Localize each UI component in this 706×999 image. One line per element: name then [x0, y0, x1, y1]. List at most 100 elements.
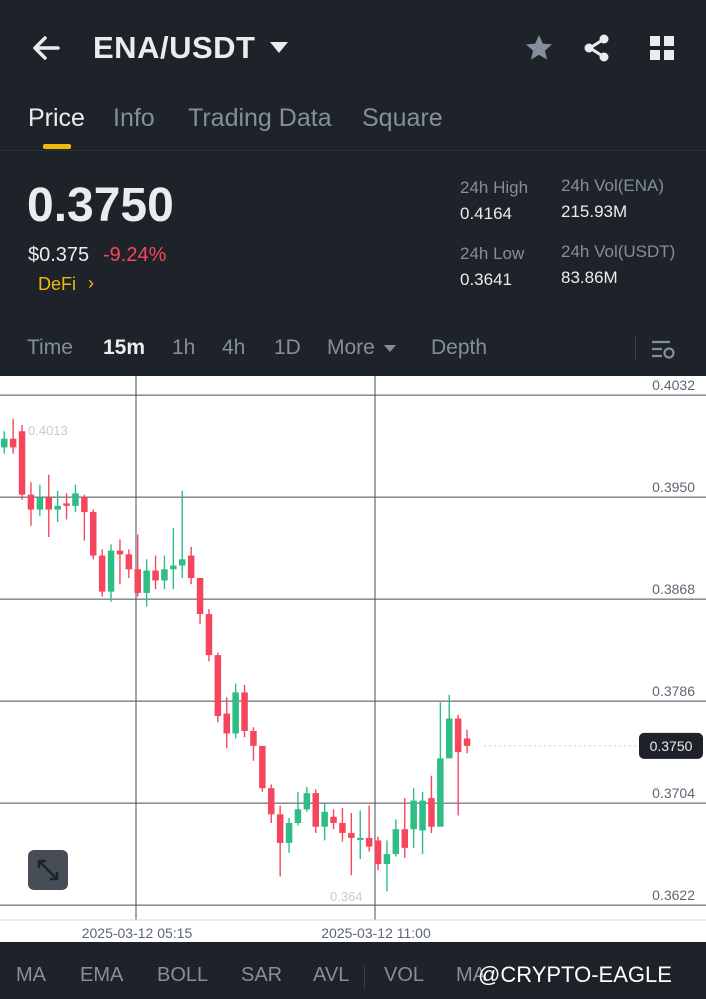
chart-settings-icon[interactable] [650, 336, 676, 362]
indicator-vol[interactable]: VOL [384, 964, 425, 986]
interval-15m[interactable]: 15m [103, 336, 146, 359]
current-price-label: 0.3750 [650, 738, 693, 754]
candle-body [72, 493, 79, 506]
candle-body [81, 497, 88, 513]
candle [250, 727, 257, 761]
candle-body [285, 822, 293, 843]
candle-body [392, 829, 400, 855]
interval-time[interactable]: Time [27, 336, 73, 359]
candle-body [365, 837, 373, 847]
tab-trading-data[interactable]: Trading Data [188, 104, 332, 132]
indicator-avl[interactable]: AVL [313, 964, 350, 986]
candle-body [321, 811, 328, 827]
candle-body [27, 494, 35, 510]
indicator-sar[interactable]: SAR [241, 964, 283, 986]
candle-body [214, 655, 222, 717]
indicator-bar: MA EMA BOLL SAR AVL VOL MA @CRYPTO-EAGLE [0, 942, 706, 999]
candle [36, 484, 44, 516]
back-arrow-icon[interactable] [28, 30, 64, 66]
candle-body [232, 692, 239, 734]
candle [241, 684, 248, 738]
price-tick-label: 0.4032 [652, 377, 695, 393]
candle [98, 549, 106, 597]
watermark: @CRYPTO-EAGLE [478, 962, 672, 987]
candle-body [276, 814, 284, 843]
candle [374, 836, 382, 871]
indicator-macd[interactable]: MA [456, 964, 486, 986]
pair-title[interactable]: ENA/USDT [93, 30, 256, 65]
share-icon[interactable] [581, 32, 613, 64]
candle-body [152, 570, 159, 581]
candle-body [357, 837, 364, 840]
candle [321, 803, 328, 841]
indicator-ema[interactable]: EMA [80, 964, 124, 986]
candle [1, 431, 8, 454]
tab-info[interactable]: Info [113, 104, 155, 132]
tab-bar: Price Info Trading Data Square [0, 100, 706, 150]
tab-square[interactable]: Square [362, 104, 443, 132]
fullscreen-button[interactable] [28, 850, 68, 890]
star-icon[interactable] [523, 32, 555, 64]
candle-body [463, 738, 471, 746]
chevron-down-icon[interactable] [270, 42, 288, 53]
candle [259, 745, 266, 792]
candle [152, 555, 159, 590]
interval-depth[interactable]: Depth [431, 336, 488, 359]
candlestick-chart[interactable]: 0.4032 0.3950 0.3868 0.3786 0.3704 0.3622 0.4… [0, 376, 706, 942]
candle-body [125, 554, 133, 570]
candle [463, 729, 471, 754]
candle [383, 840, 391, 892]
vol-quote-label: 24h Vol(USDT) [561, 242, 676, 261]
tab-price[interactable]: Price [28, 104, 85, 132]
low-label: 24h Low [460, 244, 525, 263]
candle-body [348, 832, 355, 838]
chart-canvas[interactable]: 0.4032 0.3950 0.3868 0.3786 0.3704 0.3622 0.4… [0, 376, 706, 942]
candle-body [330, 816, 337, 823]
interval-4h[interactable]: 4h [222, 336, 246, 359]
indicator-ma[interactable]: MA [16, 964, 46, 986]
candle [214, 652, 222, 723]
interval-1d[interactable]: 1D [274, 336, 301, 359]
candle [125, 549, 133, 578]
candle [9, 418, 17, 454]
candle-body [36, 497, 44, 510]
indicator-boll[interactable]: BOLL [157, 964, 209, 986]
candle [54, 490, 61, 523]
candle [428, 775, 435, 833]
divider [0, 150, 706, 151]
candle-body [259, 745, 266, 789]
price-change-percent: -9.24% [103, 244, 167, 266]
candle-body [116, 550, 124, 555]
candle [27, 482, 35, 526]
candle [223, 697, 230, 749]
top-bar: ENA/USDT [0, 0, 706, 100]
candle-body [446, 718, 453, 759]
candle-body [179, 559, 186, 566]
candle [63, 493, 70, 520]
candle [196, 577, 204, 625]
interval-more[interactable]: More [327, 336, 375, 359]
candle [339, 808, 346, 842]
candle [170, 528, 177, 590]
candle [454, 714, 462, 816]
time-label: 2025-03-12 05:15 [82, 925, 193, 941]
candle [437, 702, 444, 827]
candle-body [241, 692, 248, 731]
candle-body [268, 788, 275, 815]
candle [312, 789, 319, 833]
grid-icon[interactable] [646, 32, 678, 64]
category-tag[interactable]: DeFi [38, 274, 77, 294]
candle-body [374, 840, 382, 865]
price-tick-label: 0.3950 [652, 479, 695, 495]
chevron-right-icon[interactable]: › [88, 273, 94, 293]
caret-down-icon[interactable] [384, 345, 396, 352]
candle-body [9, 438, 17, 448]
candle-body [54, 505, 61, 510]
candle-body [205, 614, 213, 656]
candle-body [90, 512, 97, 556]
separator [635, 336, 636, 360]
candle [401, 798, 408, 858]
candle [294, 791, 302, 826]
interval-1h[interactable]: 1h [172, 336, 196, 359]
candle [276, 805, 284, 877]
